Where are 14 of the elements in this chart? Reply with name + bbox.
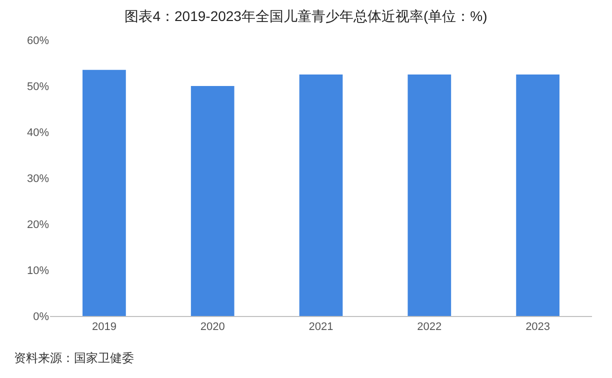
y-tick-label: 10%: [26, 264, 50, 277]
y-tick-label: 60%: [26, 34, 50, 47]
x-tick-label: 2022: [417, 321, 442, 334]
chart-title: 图表4：2019-2023年全国儿童青少年总体近视率(单位：%): [124, 8, 488, 24]
y-tick-label: 30%: [26, 172, 50, 185]
y-tick-label: 40%: [26, 126, 50, 139]
y-tick-label: 20%: [26, 218, 50, 231]
y-tick-label: 50%: [26, 80, 50, 93]
x-tick-label: 2023: [526, 321, 550, 334]
text: 资料来源：国家卫健委: [14, 351, 134, 365]
x-tick-label: 2019: [92, 321, 116, 334]
x-tick-label: 2020: [200, 321, 225, 334]
y-tick-label: 0%: [33, 310, 50, 323]
x-tick-label: 2021: [308, 321, 334, 334]
